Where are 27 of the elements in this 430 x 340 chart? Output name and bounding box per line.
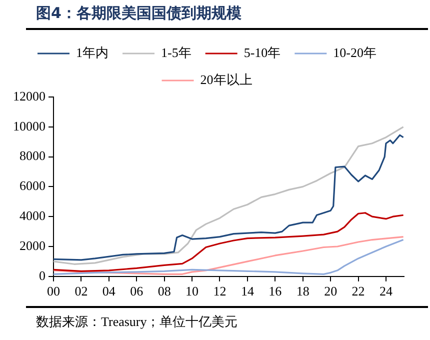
x-tick-label: 10 <box>186 284 199 299</box>
y-tick-label: 2000 <box>20 238 46 253</box>
x-tick-label: 16 <box>268 284 282 299</box>
x-tick-label: 06 <box>130 284 144 299</box>
legend-label: 1年内 <box>76 44 109 60</box>
x-tick-label: 12 <box>213 284 226 299</box>
y-tick-label: 8000 <box>20 148 46 164</box>
y-tick-label: 4000 <box>20 208 46 224</box>
source-note: 数据来源：Treasury；单位十亿美元 <box>36 313 238 331</box>
y-tick-label: 6000 <box>20 178 46 194</box>
x-tick-label: 04 <box>102 284 116 299</box>
chart-title: 图4：各期限美国国债到期规模 <box>36 4 242 23</box>
x-tick-label: 00 <box>47 284 60 299</box>
x-tick-label: 24 <box>379 284 393 299</box>
y-tick-label: 10000 <box>13 118 46 134</box>
x-tick-label: 22 <box>352 284 365 299</box>
legend-label: 10-20年 <box>333 44 377 60</box>
y-tick-label: 12000 <box>13 88 46 104</box>
y-tick-label: 0 <box>39 268 46 283</box>
x-tick-label: 18 <box>296 284 310 299</box>
legend-label: 5-10年 <box>244 44 281 60</box>
legend-label: 20年以上 <box>200 72 252 87</box>
legend-label: 1-5年 <box>161 44 192 60</box>
x-tick-label: 14 <box>240 284 254 299</box>
x-tick-label: 20 <box>324 284 338 299</box>
x-tick-label: 08 <box>158 284 171 299</box>
x-tick-label: 02 <box>74 284 88 299</box>
